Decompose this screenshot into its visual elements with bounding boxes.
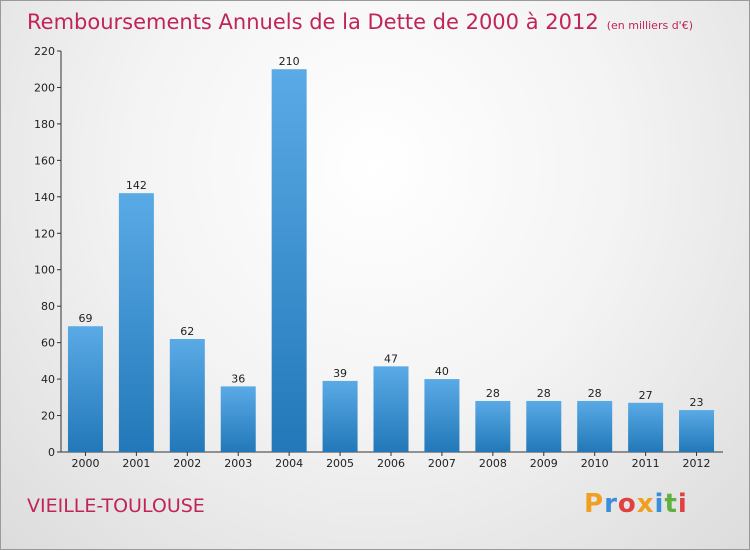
bar xyxy=(67,326,103,452)
x-tick-label: 2005 xyxy=(326,457,354,470)
commune-name: VIEILLE-TOULOUSE xyxy=(27,495,205,517)
chart-bars: 69 142 62 36 210 39 47 40 28 28 28 27 23 xyxy=(67,55,715,453)
bar-value-label: 210 xyxy=(279,55,300,68)
y-tick-label: 120 xyxy=(34,227,55,240)
bar-value-label: 28 xyxy=(486,387,500,400)
x-tick-label: 2001 xyxy=(122,457,150,470)
bar xyxy=(322,380,358,452)
bar xyxy=(373,366,409,452)
x-tick-label: 2004 xyxy=(275,457,303,470)
x-tick-label: 2006 xyxy=(377,457,405,470)
chart-axes: 0 20 40 60 80 100 120 140 160 180 200 220 2000 2001 20… xyxy=(34,45,723,470)
bar xyxy=(169,338,205,452)
x-tick-label: 2008 xyxy=(479,457,507,470)
chart-title: Remboursements Annuels de la Dette de 20… xyxy=(27,10,693,34)
bar xyxy=(679,410,715,452)
y-tick-label: 200 xyxy=(34,81,55,94)
proxiti-logo: Proxiti xyxy=(584,489,688,519)
x-tick-label: 2010 xyxy=(581,457,609,470)
y-tick-label: 220 xyxy=(34,45,55,58)
x-tick-label: 2003 xyxy=(224,457,252,470)
y-tick-label: 0 xyxy=(48,446,55,459)
bar-value-label: 23 xyxy=(690,396,704,409)
bar xyxy=(271,69,307,453)
bar-value-label: 47 xyxy=(384,352,398,365)
y-tick-label: 40 xyxy=(41,373,55,386)
bar xyxy=(475,400,511,452)
x-tick-label: 2000 xyxy=(71,457,99,470)
logo-letter: r xyxy=(604,489,618,519)
logo-letter: o xyxy=(617,489,637,519)
x-tick-label: 2009 xyxy=(530,457,558,470)
x-tick-label: 2007 xyxy=(428,457,456,470)
logo-letter: i xyxy=(654,489,665,519)
bar-value-label: 142 xyxy=(126,179,147,192)
y-tick-label: 160 xyxy=(34,154,55,167)
y-tick-label: 140 xyxy=(34,191,55,204)
bar-value-label: 69 xyxy=(78,312,92,325)
logo-letter: x xyxy=(636,489,655,519)
chart-title-text: Remboursements Annuels de la Dette de 20… xyxy=(27,10,599,34)
x-tick-label: 2002 xyxy=(173,457,201,470)
logo-letter: i xyxy=(677,489,688,519)
x-tick-label: 2012 xyxy=(683,457,711,470)
bar xyxy=(424,379,460,452)
y-tick-label: 100 xyxy=(34,264,55,277)
x-tick-label: 2011 xyxy=(632,457,660,470)
bar xyxy=(628,402,664,452)
bar-value-label: 36 xyxy=(231,372,245,385)
logo-letter: P xyxy=(584,489,605,519)
y-tick-label: 60 xyxy=(41,337,55,350)
bar-value-label: 40 xyxy=(435,365,449,378)
bar-value-label: 62 xyxy=(180,325,194,338)
bar-value-label: 27 xyxy=(639,389,653,402)
bar xyxy=(526,400,562,452)
bar xyxy=(577,400,613,452)
bar xyxy=(118,193,154,452)
y-tick-label: 20 xyxy=(41,410,55,423)
y-tick-label: 80 xyxy=(41,300,55,313)
bar-value-label: 39 xyxy=(333,367,347,380)
bar-value-label: 28 xyxy=(537,387,551,400)
logo-letter: t xyxy=(664,489,678,519)
bar-value-label: 28 xyxy=(588,387,602,400)
chart-unit: (en milliers d'€) xyxy=(606,19,693,32)
bar xyxy=(220,386,256,452)
y-tick-label: 180 xyxy=(34,118,55,131)
